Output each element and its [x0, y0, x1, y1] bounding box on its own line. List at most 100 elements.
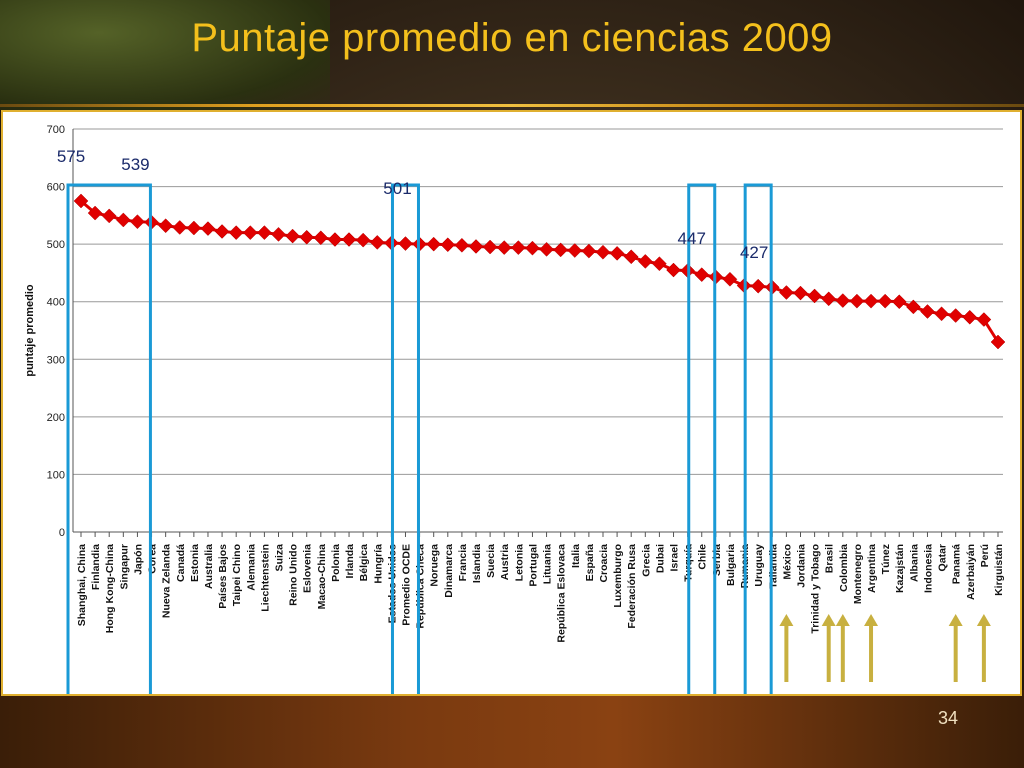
x-tick-label: Noruega — [429, 544, 441, 587]
y-tick-label: 200 — [47, 412, 65, 424]
y-tick-label: 0 — [59, 527, 65, 539]
x-tick-label: Reino Unido — [288, 544, 300, 606]
data-point — [962, 309, 978, 325]
data-point — [990, 334, 1006, 350]
x-tick-label: Francia — [457, 544, 469, 582]
data-point — [73, 193, 89, 209]
arrow-head — [864, 614, 879, 626]
x-tick-label: República Checa — [415, 544, 427, 629]
x-tick-label: Irlanda — [344, 544, 356, 579]
data-point — [482, 239, 498, 255]
data-point — [313, 230, 329, 246]
x-tick-label: Australia — [203, 544, 215, 589]
y-axis-label: puntaje promedio — [24, 284, 36, 377]
x-tick-label: Albania — [908, 544, 920, 582]
x-tick-label: Tailandia — [767, 544, 779, 589]
data-point — [200, 221, 216, 236]
x-tick-label: Corea — [147, 544, 159, 574]
x-tick-label: Dubai — [654, 544, 666, 573]
data-point — [750, 278, 766, 294]
data-point — [369, 235, 385, 250]
data-point — [567, 243, 583, 258]
x-tick-label: Brasil — [824, 544, 836, 573]
data-point — [694, 267, 710, 283]
x-tick-label: República Eslovaca — [556, 544, 568, 643]
data-point — [285, 228, 300, 244]
data-point — [299, 229, 315, 245]
data-point — [172, 220, 188, 235]
gold-divider — [0, 104, 1024, 107]
data-point — [877, 293, 893, 309]
data-point — [906, 299, 921, 315]
chart-frame: 0 100 200 300 400 500 600 700 puntaje promedio Sh… — [1, 110, 1022, 699]
data-point — [115, 212, 131, 228]
data-point — [440, 237, 456, 253]
data-point — [652, 256, 667, 272]
data-point — [242, 225, 258, 240]
arrow-head — [821, 614, 836, 626]
data-point — [722, 271, 738, 287]
data-point — [87, 205, 103, 221]
x-tick-label: Uruguay — [753, 544, 765, 587]
data-point — [525, 240, 540, 256]
x-tick-label: Alemania — [245, 544, 257, 591]
data-point — [327, 232, 343, 247]
x-tick-label: Finlandia — [90, 544, 102, 590]
annotation-label: 539 — [121, 155, 149, 174]
x-tick-label: Islandia — [471, 544, 483, 583]
x-tick-label: Nueva Zelanda — [161, 544, 173, 618]
x-tick-label: Luxemburgo — [612, 544, 624, 608]
line-chart: 0 100 200 300 400 500 600 700 puntaje promedio Sh… — [24, 124, 1006, 699]
data-point — [623, 249, 639, 265]
data-point — [101, 208, 117, 224]
data-point — [581, 243, 597, 259]
y-tick-label: 300 — [47, 354, 65, 366]
data-point — [891, 294, 907, 310]
data-point — [539, 241, 554, 257]
data-point — [821, 291, 837, 307]
x-tick-label: Indonesia — [922, 544, 934, 593]
x-tick-label: Hong Kong-China — [104, 544, 116, 633]
background-green-glow — [0, 0, 330, 110]
x-tick-label: Portugal — [527, 544, 539, 587]
data-point — [595, 244, 611, 260]
x-tick-label: Perú — [979, 544, 991, 567]
y-tick-label: 700 — [47, 124, 65, 136]
x-tick-label: Croacia — [598, 544, 610, 583]
x-tick-label: Dinamarca — [443, 544, 455, 598]
data-point — [454, 237, 470, 253]
page-number: 34 — [938, 708, 959, 728]
data-point — [426, 236, 442, 252]
x-tick-label: Trinidad y Tobago — [810, 544, 822, 634]
x-tick-label: Hungría — [372, 544, 384, 584]
x-tick-label: Azerbaiyán — [965, 544, 977, 600]
x-tick-label: Taipei Chino — [231, 544, 243, 606]
annotation-label: 575 — [57, 147, 85, 166]
x-tick-label: Canadá — [175, 544, 187, 582]
x-tick-label: Estonia — [189, 544, 201, 582]
data-point — [807, 288, 822, 304]
x-tick-label: Kazajstán — [894, 544, 906, 593]
data-point — [158, 218, 173, 234]
arrow-head — [835, 614, 850, 626]
data-point — [130, 214, 145, 230]
x-tick-label: Singapur — [118, 544, 130, 590]
x-tick-label: México — [781, 544, 793, 580]
x-tick-label: Suecia — [485, 544, 497, 578]
annotation-label: 447 — [678, 229, 706, 248]
data-point — [398, 236, 413, 251]
arrow-head — [976, 614, 991, 626]
data-point — [228, 225, 244, 240]
data-point — [186, 220, 202, 236]
y-tick-label: 500 — [47, 239, 65, 251]
x-tick-label: Chile — [697, 544, 709, 570]
x-tick-label: Shanghai, China — [76, 544, 88, 626]
slide-title: Puntaje promedio en ciencias 2009 — [191, 16, 833, 60]
series-line — [80, 199, 1000, 343]
x-tick-label: Eslovenia — [302, 544, 314, 593]
x-tick-label: Israel — [669, 544, 681, 572]
data-point — [496, 240, 512, 255]
x-tick-label: Bulgaria — [725, 544, 737, 586]
x-tick-label: Montenegro — [852, 544, 864, 604]
x-tick-label: Japón — [132, 544, 144, 575]
